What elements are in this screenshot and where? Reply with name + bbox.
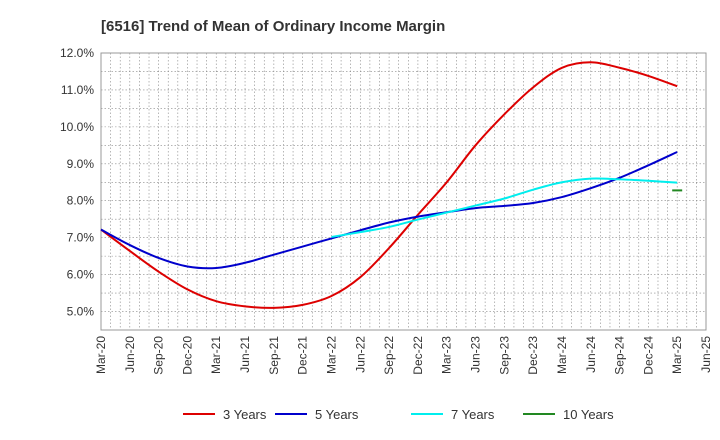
grid-lines <box>101 53 706 330</box>
y-tick-label: 7.0% <box>67 231 95 245</box>
x-tick-label: Sep-22 <box>382 336 396 375</box>
x-tick-label: Dec-24 <box>641 336 655 375</box>
legend-label-3-years: 3 Years <box>223 407 267 422</box>
x-tick-label: Sep-21 <box>267 336 281 375</box>
y-tick-label: 11.0% <box>61 83 94 97</box>
legend-label-10-years: 10 Years <box>563 407 614 422</box>
series-line-7-years <box>331 177 678 238</box>
legend-label-7-years: 7 Years <box>451 407 495 422</box>
chart-title: [6516] Trend of Mean of Ordinary Income … <box>101 18 445 35</box>
y-axis-ticks: 5.0% 6.0% 7.0% 8.0% 9.0% 10.0% 11.0% 12.0% <box>60 46 94 319</box>
y-tick-label: 5.0% <box>67 305 95 319</box>
x-tick-label: Jun-24 <box>584 336 598 373</box>
x-tick-label: Sep-23 <box>497 336 511 375</box>
x-tick-label: Dec-21 <box>296 336 310 375</box>
y-tick-label: 12.0% <box>60 46 94 60</box>
legend-label-5-years: 5 Years <box>315 407 359 422</box>
x-tick-label: Sep-24 <box>613 336 627 375</box>
x-tick-label: Mar-25 <box>670 336 684 374</box>
plot-area <box>100 52 707 331</box>
y-tick-label: 6.0% <box>67 268 95 282</box>
x-tick-label: Mar-24 <box>555 336 569 374</box>
x-tick-label: Jun-20 <box>123 336 137 373</box>
series-lines <box>100 61 683 309</box>
x-tick-label: Sep-20 <box>152 336 166 375</box>
y-tick-label: 8.0% <box>67 194 95 208</box>
y-tick-label: 9.0% <box>67 157 95 171</box>
x-tick-label: Dec-23 <box>526 336 540 375</box>
x-tick-label: Jun-25 <box>699 336 713 373</box>
x-tick-label: Mar-22 <box>324 336 338 374</box>
legend: 3 Years 5 Years 7 Years 10 Years <box>183 407 614 422</box>
x-tick-label: Dec-20 <box>180 336 194 375</box>
y-tick-label: 10.0% <box>60 120 94 134</box>
x-tick-label: Mar-21 <box>209 336 223 374</box>
x-tick-label: Dec-22 <box>411 336 425 375</box>
x-axis-ticks: Mar-20 Jun-20 Sep-20 Dec-20 Mar-21 Jun-21 Sep-… <box>94 336 713 375</box>
x-tick-label: Mar-23 <box>440 336 454 374</box>
x-tick-label: Jun-21 <box>238 336 252 373</box>
x-tick-label: Mar-20 <box>94 336 108 374</box>
x-tick-label: Jun-23 <box>469 336 483 373</box>
series-line-5-years <box>100 151 678 270</box>
x-tick-label: Jun-22 <box>353 336 367 373</box>
series-line-3-years <box>100 61 678 309</box>
